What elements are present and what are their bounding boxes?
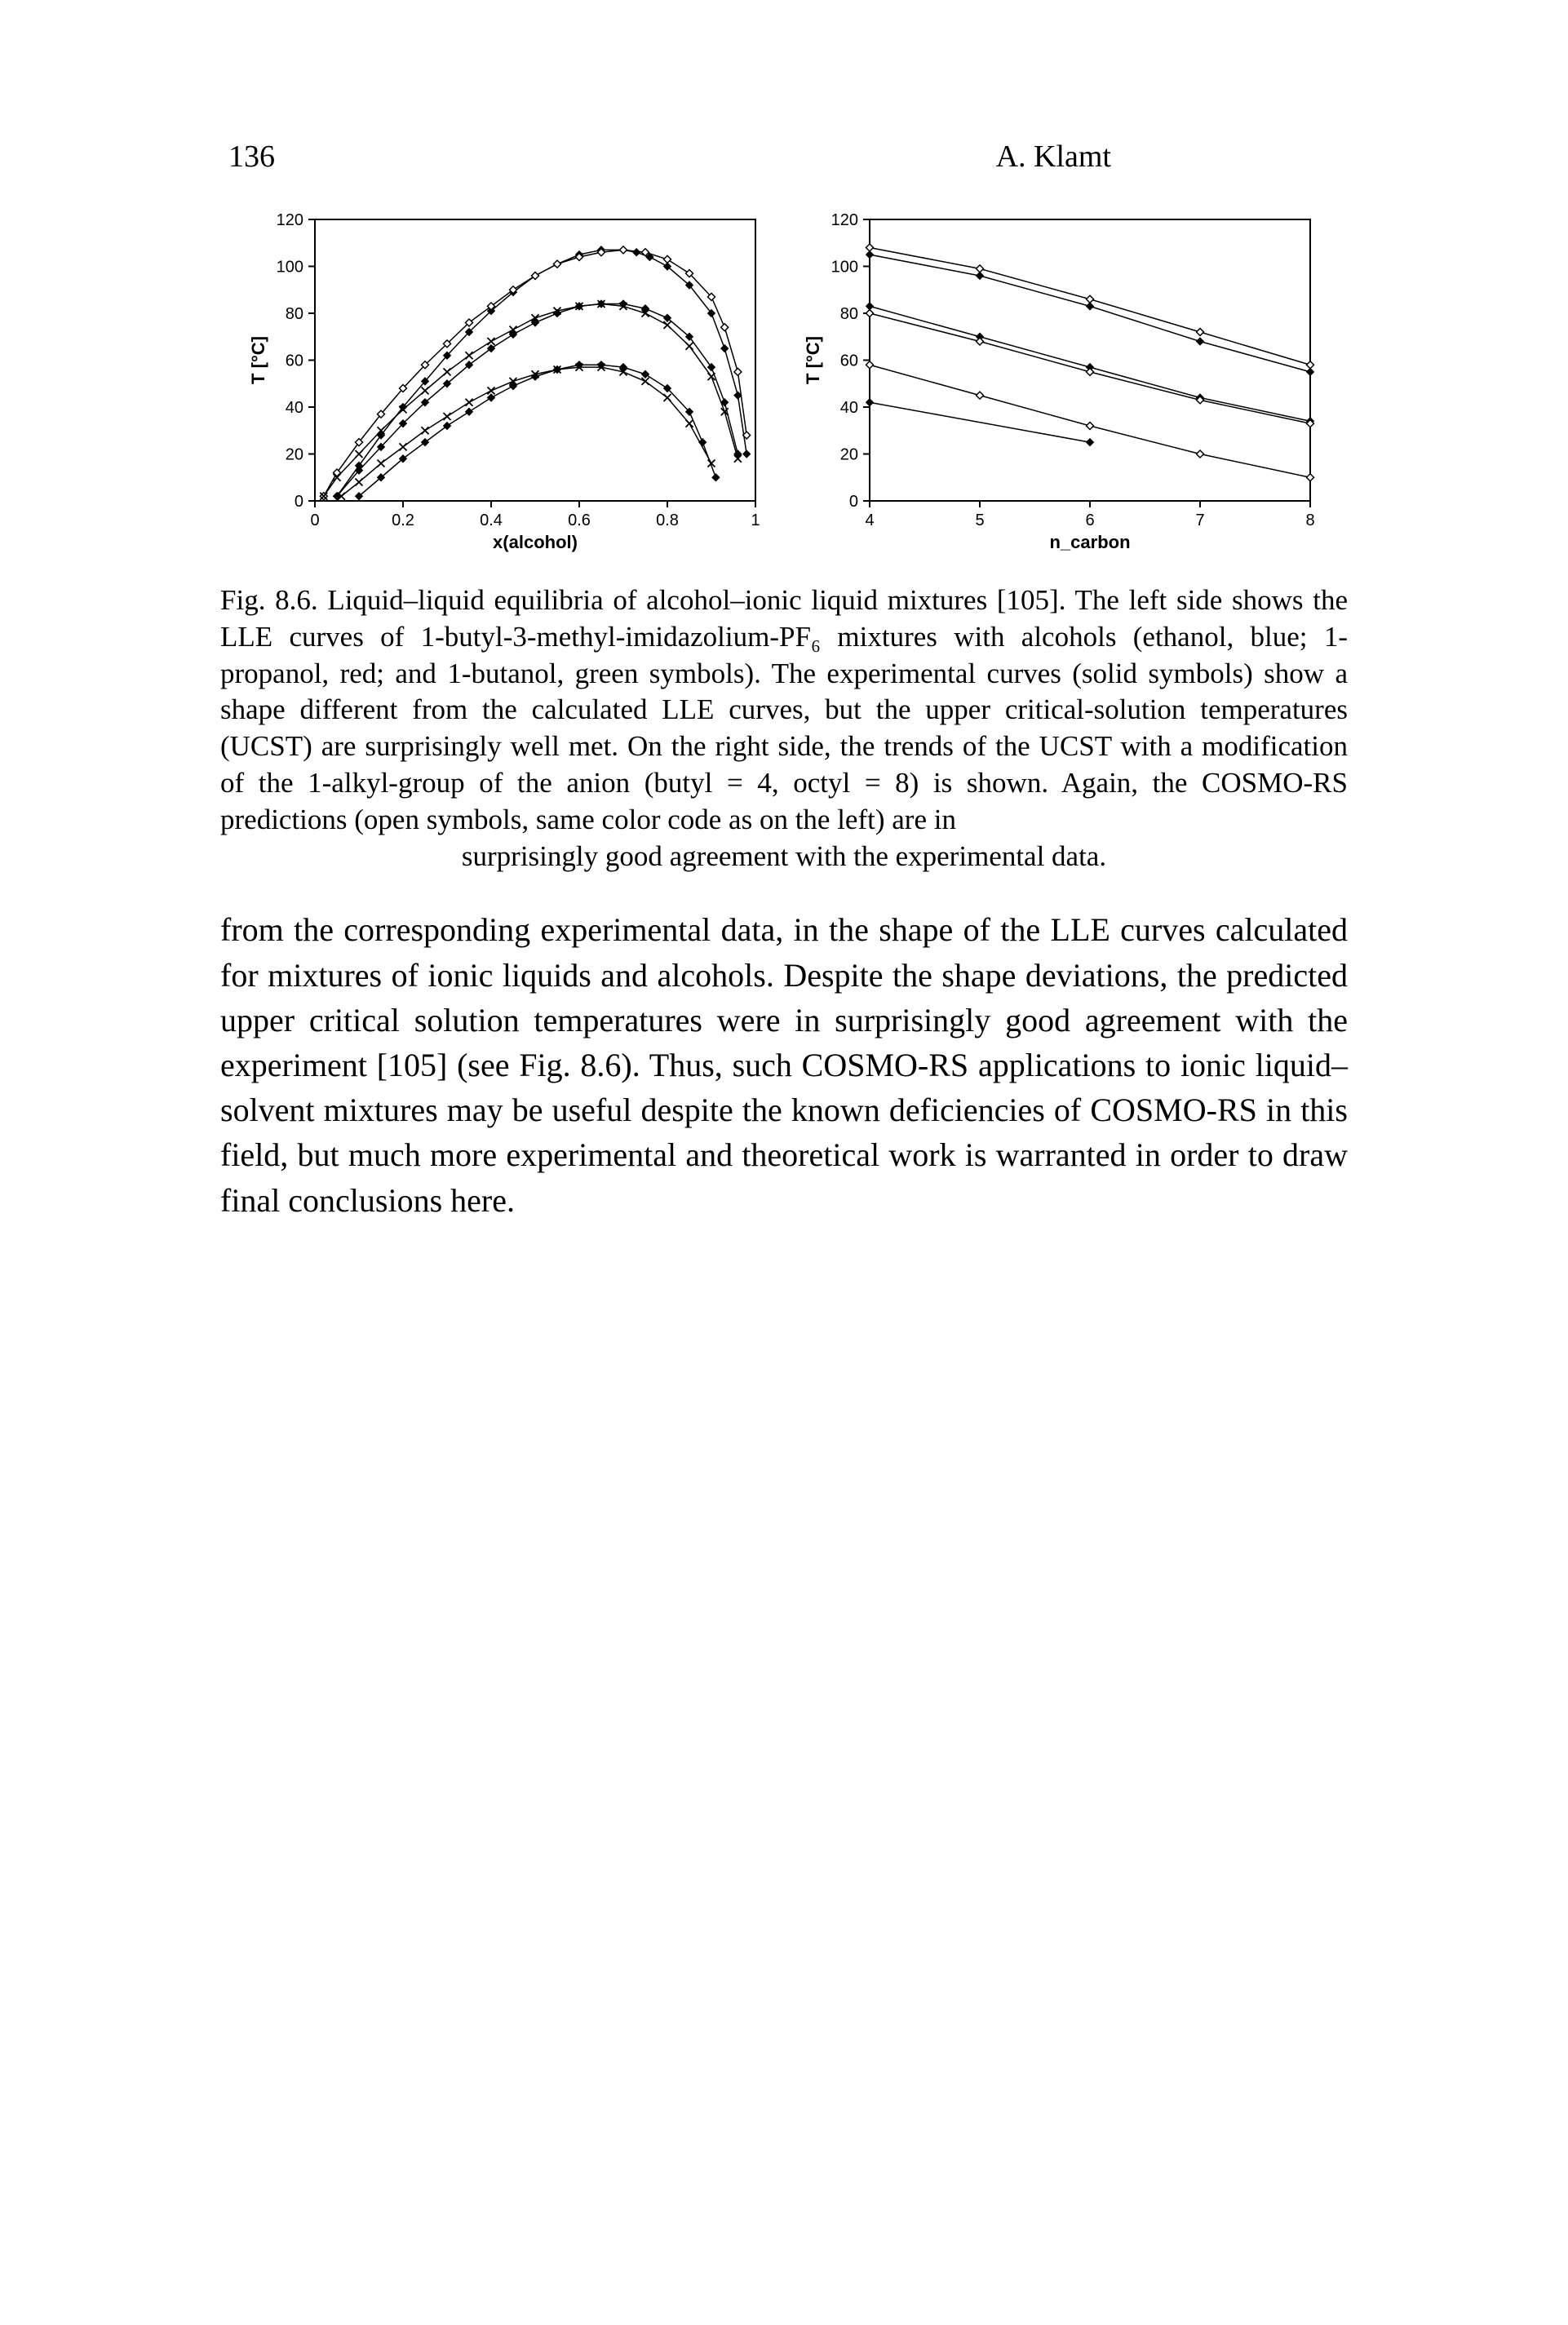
svg-text:x(alcohol): x(alcohol) bbox=[493, 532, 578, 552]
svg-text:5: 5 bbox=[975, 512, 984, 529]
svg-text:T [°C]: T [°C] bbox=[248, 336, 268, 384]
svg-text:20: 20 bbox=[286, 446, 303, 464]
svg-text:0.6: 0.6 bbox=[568, 512, 591, 529]
svg-text:80: 80 bbox=[840, 305, 858, 323]
svg-text:100: 100 bbox=[277, 259, 303, 277]
svg-text:0.8: 0.8 bbox=[656, 512, 679, 529]
svg-text:120: 120 bbox=[831, 211, 858, 229]
lle-chart-left: 0 20 40 60 80 100 120 0 0.2 0.4 0.6 0.8 1 x(alcohol) T… bbox=[241, 207, 772, 558]
page: 136 A. Klamt 02040608010012000.20.40.60.… bbox=[0, 0, 1568, 2325]
svg-text:8: 8 bbox=[1305, 512, 1314, 529]
svg-text:6: 6 bbox=[1085, 512, 1094, 529]
charts-row: 02040608010012000.20.40.60.81x(alcohol)T… bbox=[220, 207, 1348, 558]
svg-text:120: 120 bbox=[277, 211, 303, 229]
svg-text:80: 80 bbox=[286, 305, 303, 323]
page-header: 136 A. Klamt bbox=[220, 139, 1348, 175]
svg-text:4: 4 bbox=[865, 512, 874, 529]
author-name: A. Klamt bbox=[996, 139, 1111, 175]
ucst-chart-right: 0 20 40 60 80 100 120 4 5 6 7 8 n_carbon T [°C] bbox=[796, 207, 1327, 558]
caption-centered: surprisingly good agreement with the exp… bbox=[220, 839, 1348, 875]
svg-text:60: 60 bbox=[840, 352, 858, 370]
page-number: 136 bbox=[228, 139, 275, 175]
svg-text:20: 20 bbox=[840, 446, 858, 464]
svg-text:n_carbon: n_carbon bbox=[1049, 532, 1130, 552]
svg-text:60: 60 bbox=[286, 352, 303, 370]
svg-text:7: 7 bbox=[1195, 512, 1204, 529]
body-paragraph: from the corresponding experimental data… bbox=[220, 907, 1348, 1222]
svg-text:1: 1 bbox=[751, 512, 760, 529]
svg-text:0: 0 bbox=[849, 493, 858, 511]
svg-text:40: 40 bbox=[286, 399, 303, 417]
figure-caption: Fig. 8.6. Liquid–liquid equilibria of al… bbox=[220, 582, 1348, 875]
svg-text:0: 0 bbox=[310, 512, 319, 529]
svg-text:0.4: 0.4 bbox=[480, 512, 503, 529]
caption-justified: Fig. 8.6. Liquid–liquid equilibria of al… bbox=[220, 584, 1348, 835]
svg-text:100: 100 bbox=[831, 259, 858, 277]
svg-text:0.2: 0.2 bbox=[392, 512, 414, 529]
svg-text:40: 40 bbox=[840, 399, 858, 417]
svg-text:T [°C]: T [°C] bbox=[803, 336, 823, 384]
svg-text:0: 0 bbox=[295, 493, 303, 511]
